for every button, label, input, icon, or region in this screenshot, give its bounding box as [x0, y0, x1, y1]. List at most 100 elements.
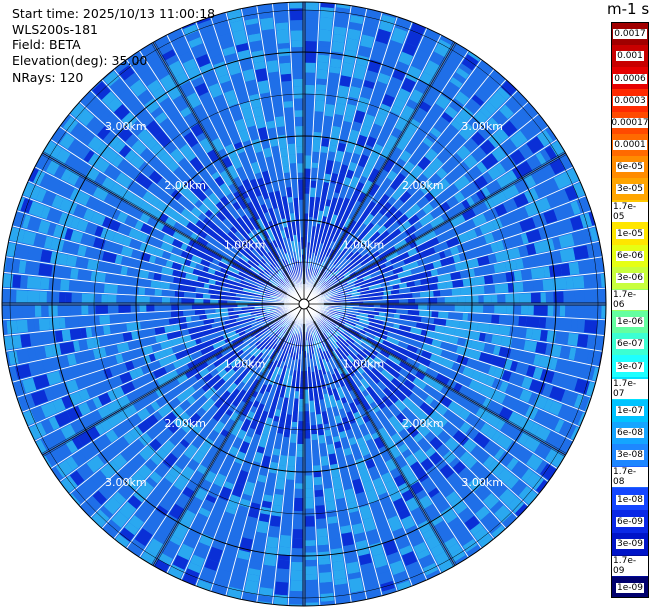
range-gate — [102, 251, 117, 263]
ray-gap — [287, 307, 305, 606]
range-gate — [466, 358, 482, 371]
range-gate — [512, 281, 524, 293]
range-gate — [329, 274, 335, 281]
range-gate — [399, 368, 410, 378]
ray — [307, 58, 495, 300]
range-gate — [349, 510, 362, 526]
range-gate — [155, 393, 172, 408]
range-gate — [484, 411, 501, 428]
range-gate — [153, 160, 166, 173]
range-gate — [155, 505, 169, 517]
range-gate — [169, 297, 182, 304]
range-ring-label: 1.00km — [224, 239, 266, 252]
range-gate — [249, 347, 259, 356]
range-gate — [180, 438, 190, 449]
range-gate — [354, 532, 367, 543]
range-gate — [342, 264, 355, 275]
range-gate — [64, 316, 79, 329]
range-gate — [293, 251, 297, 262]
range-gate — [525, 328, 533, 340]
range-gate — [352, 286, 361, 291]
range-gate — [315, 285, 324, 294]
range-gate — [348, 161, 358, 172]
range-gate — [220, 80, 234, 93]
range-gate — [54, 164, 67, 179]
range-gate — [253, 348, 262, 358]
range-gate — [351, 332, 362, 341]
range-gate — [349, 389, 358, 400]
range-gate — [424, 148, 438, 162]
range-gate — [305, 545, 316, 553]
range-gate — [139, 68, 157, 87]
range-gate — [515, 362, 529, 376]
range-gate — [304, 508, 315, 517]
range-gate — [305, 579, 318, 592]
range-gate — [346, 458, 358, 474]
range-gate — [165, 378, 180, 391]
range-gate — [498, 315, 510, 325]
range-gate — [61, 475, 78, 493]
range-gate — [334, 441, 342, 449]
range-gate — [262, 326, 271, 334]
range-gate — [375, 409, 384, 418]
range-gate — [311, 371, 316, 383]
range-gate — [80, 90, 99, 110]
range-gate — [244, 579, 259, 595]
range-gate — [369, 401, 378, 409]
range-gate — [212, 158, 226, 174]
range-gate — [292, 410, 298, 423]
range-gate — [172, 221, 183, 232]
range-gate — [264, 111, 275, 122]
range-gate — [533, 409, 551, 426]
range-gate — [158, 318, 170, 327]
range-gate — [70, 418, 88, 435]
range-gate — [44, 345, 54, 358]
range-gate — [227, 98, 238, 107]
range-gate — [217, 369, 228, 378]
range-gate — [83, 150, 95, 163]
range-gate — [348, 129, 360, 144]
range-gate — [150, 401, 161, 412]
range-gate — [511, 479, 527, 496]
range-gate — [71, 436, 84, 450]
range-gate — [407, 214, 420, 226]
ray-gap — [194, 20, 303, 301]
range-gate — [475, 449, 490, 464]
range-gate — [264, 284, 274, 290]
range-gate — [419, 285, 427, 292]
range-gate — [258, 3, 273, 20]
range-gate — [324, 103, 335, 117]
range-gate — [519, 389, 533, 403]
range-gate — [407, 172, 418, 183]
range-gate — [544, 145, 557, 160]
range-gate — [351, 272, 361, 279]
range-gate — [445, 491, 459, 504]
range-gate — [298, 405, 304, 412]
range-gate — [305, 62, 316, 73]
range-gate — [283, 226, 290, 239]
range-gate — [154, 326, 166, 335]
range-gate — [229, 461, 242, 478]
range-gate — [201, 224, 215, 237]
range-gate — [323, 423, 331, 431]
range-gate — [319, 571, 332, 583]
range-gate — [451, 288, 461, 296]
range-gate — [71, 484, 91, 504]
range-gate — [462, 366, 475, 378]
range-gate — [205, 103, 219, 119]
range-gate — [80, 233, 96, 247]
range-gate — [379, 528, 394, 543]
range-gate — [232, 436, 243, 450]
range-gate — [385, 458, 398, 472]
range-gate — [160, 274, 169, 282]
range-gate — [36, 188, 47, 203]
range-gate — [315, 329, 322, 339]
range-gate — [184, 201, 195, 212]
range-gate — [238, 414, 246, 422]
range-gate — [424, 114, 437, 126]
range-gate — [156, 200, 166, 211]
range-gate — [403, 161, 415, 173]
ray — [309, 307, 567, 469]
range-gate — [96, 142, 110, 157]
range-gate — [399, 545, 413, 556]
